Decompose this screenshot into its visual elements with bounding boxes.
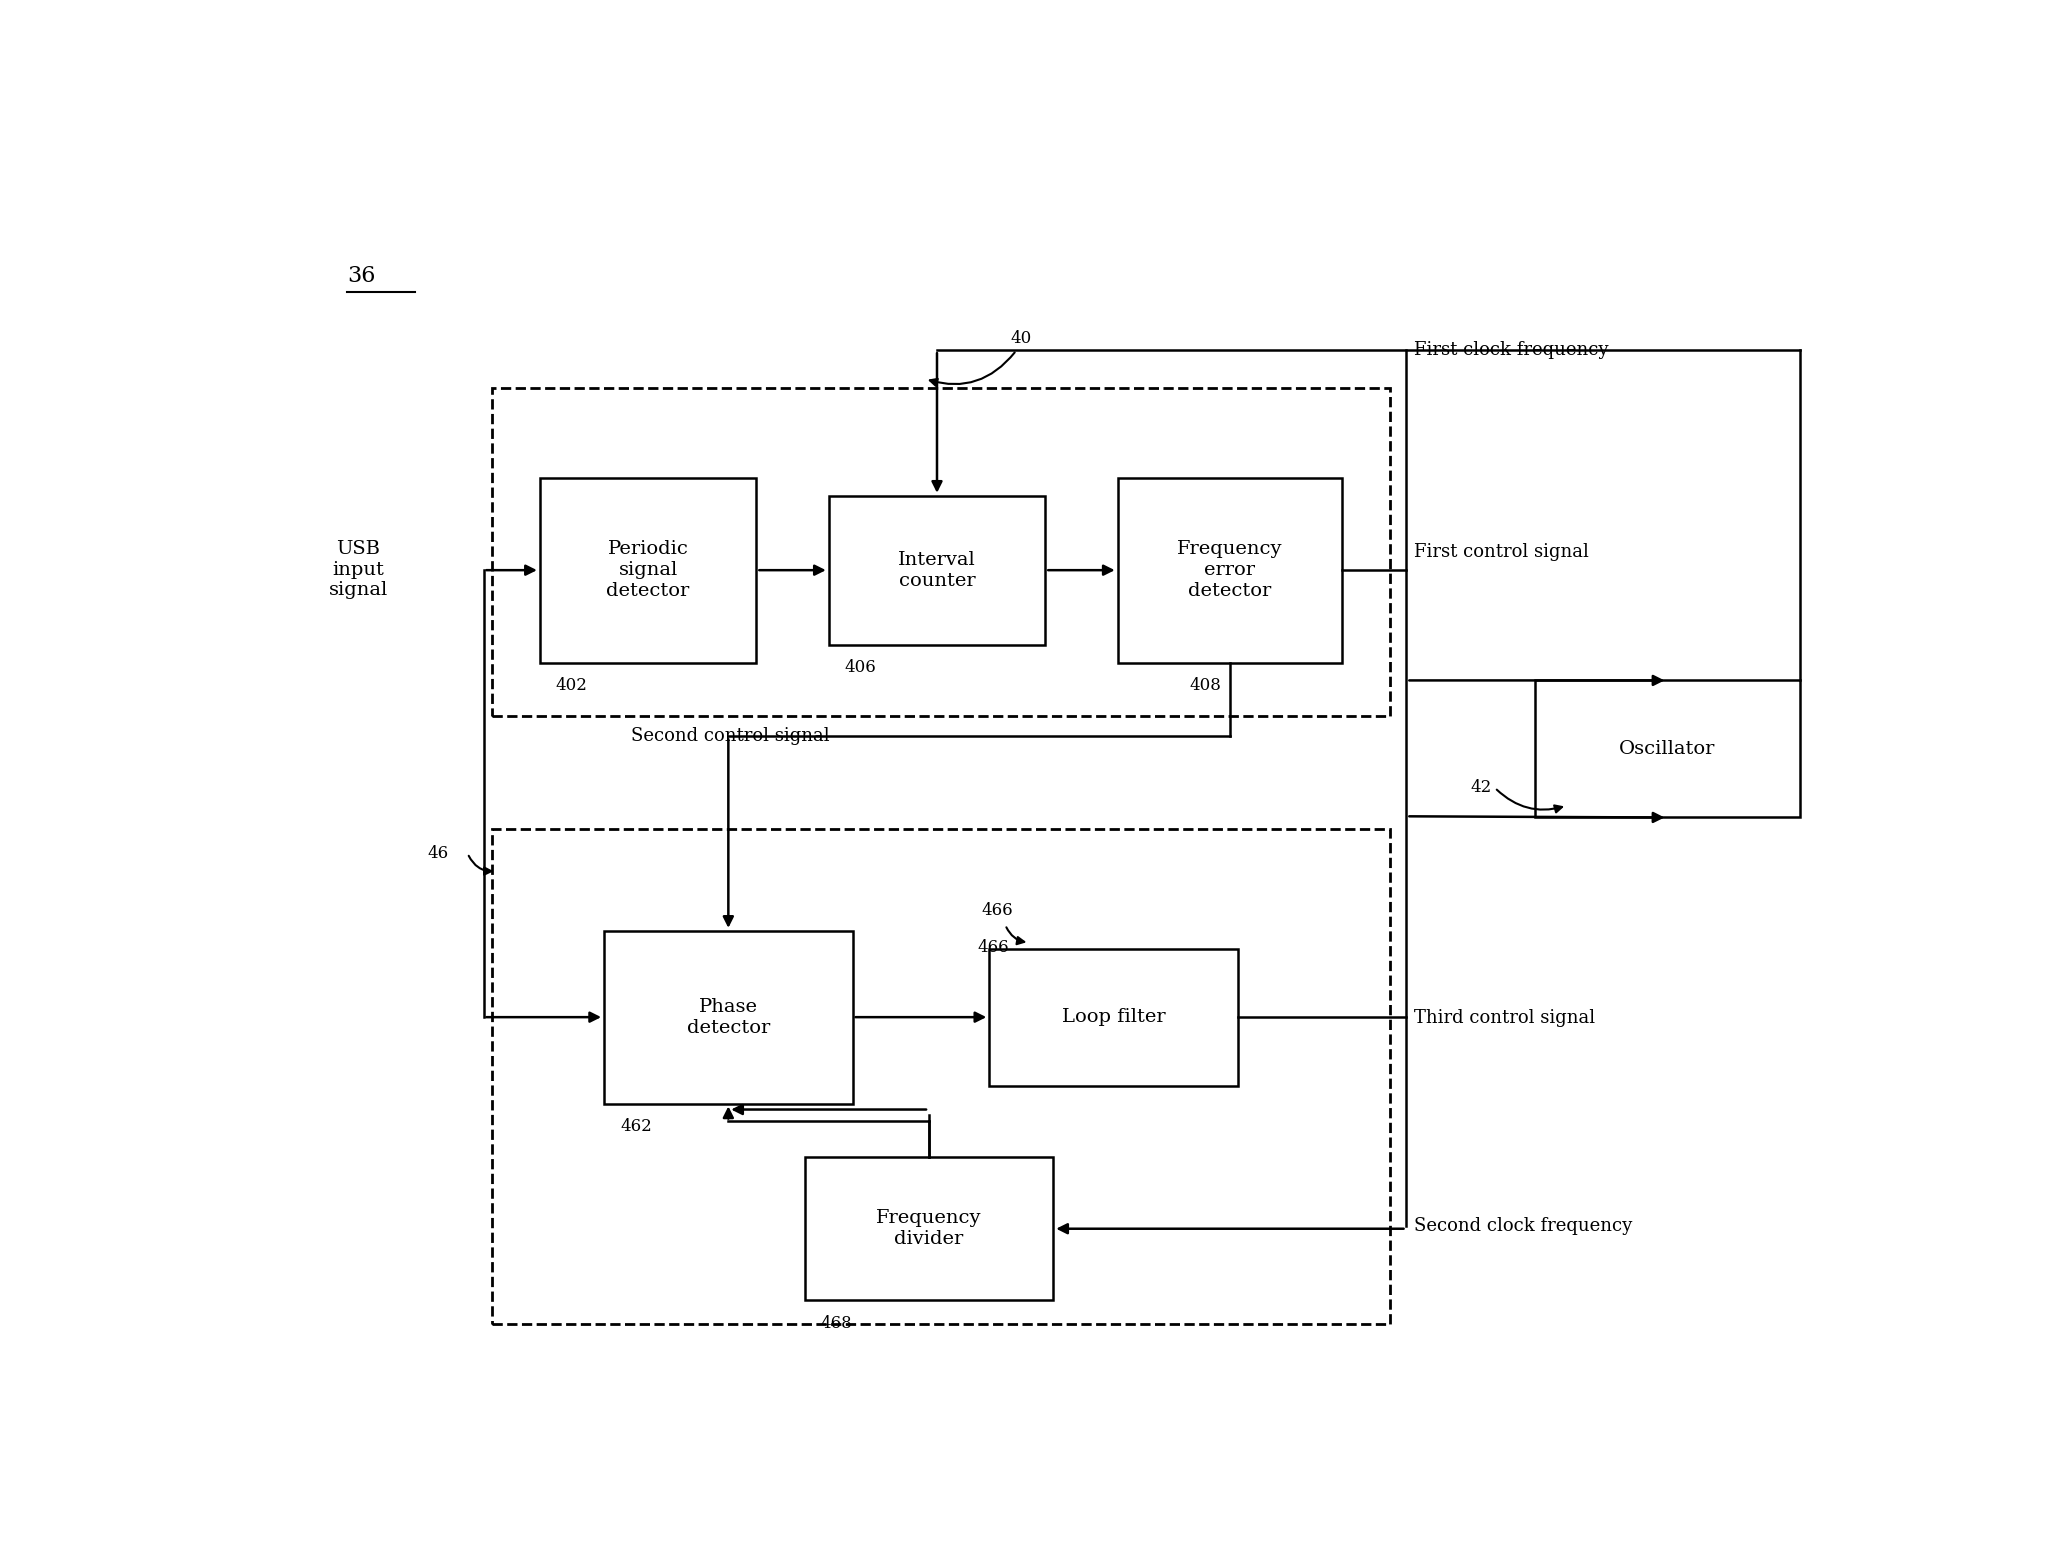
Text: 466: 466 xyxy=(978,940,1009,957)
Text: 36: 36 xyxy=(348,265,375,286)
Text: Loop filter: Loop filter xyxy=(1062,1008,1166,1026)
FancyBboxPatch shape xyxy=(804,1158,1054,1300)
FancyBboxPatch shape xyxy=(605,930,853,1104)
Text: 402: 402 xyxy=(555,676,588,694)
Text: Second clock frequency: Second clock frequency xyxy=(1414,1217,1632,1235)
Text: Oscillator: Oscillator xyxy=(1620,740,1715,759)
Text: 408: 408 xyxy=(1189,676,1222,694)
Text: 406: 406 xyxy=(845,659,876,676)
Text: 42: 42 xyxy=(1470,779,1491,796)
Text: USB
input
signal: USB input signal xyxy=(329,540,387,599)
Text: 466: 466 xyxy=(982,902,1013,920)
FancyBboxPatch shape xyxy=(990,949,1238,1085)
FancyBboxPatch shape xyxy=(1118,478,1342,663)
Text: First clock frequency: First clock frequency xyxy=(1414,341,1609,359)
Text: 462: 462 xyxy=(619,1118,652,1135)
Text: 46: 46 xyxy=(427,845,449,862)
Text: Frequency
error
detector: Frequency error detector xyxy=(1176,540,1282,601)
Text: Frequency
divider: Frequency divider xyxy=(876,1209,982,1248)
Text: Periodic
signal
detector: Periodic signal detector xyxy=(607,540,690,601)
FancyBboxPatch shape xyxy=(828,495,1046,644)
Text: Third control signal: Third control signal xyxy=(1414,1009,1595,1026)
Text: 468: 468 xyxy=(820,1314,853,1331)
Text: Second control signal: Second control signal xyxy=(632,728,830,746)
Text: 40: 40 xyxy=(1011,330,1031,347)
FancyBboxPatch shape xyxy=(1535,681,1800,817)
Text: First control signal: First control signal xyxy=(1414,543,1588,560)
FancyBboxPatch shape xyxy=(541,478,756,663)
Text: Phase
detector: Phase detector xyxy=(688,998,770,1037)
Text: Interval
counter: Interval counter xyxy=(899,551,975,590)
